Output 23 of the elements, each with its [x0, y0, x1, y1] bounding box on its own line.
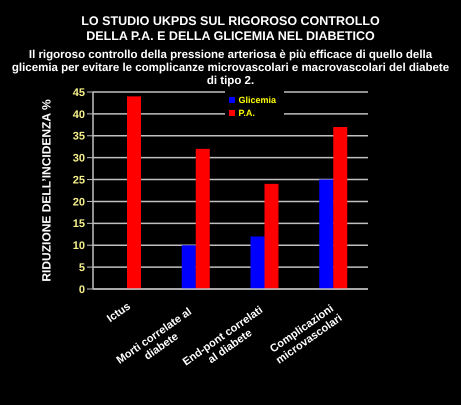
bar	[250, 236, 264, 289]
bar	[196, 148, 210, 289]
y-tick-label: 25	[72, 174, 85, 186]
bar	[127, 96, 141, 289]
y-tick-label: 0	[78, 284, 85, 296]
x-tick-label: Ictus	[105, 300, 133, 326]
bar	[182, 245, 196, 289]
y-tick-label: 35	[72, 130, 85, 143]
y-tick-label: 10	[72, 240, 85, 252]
y-axis-title: RIDUZIONE DELL’INCIDENZA %	[39, 99, 54, 282]
y-tick-label: 45	[72, 86, 85, 99]
bar	[319, 180, 334, 289]
y-tick-label: 40	[72, 108, 85, 121]
y-tick-label: 20	[72, 196, 85, 208]
bar	[264, 184, 278, 289]
legend-label: P.A.	[238, 108, 255, 118]
chart-subtitle: Il rigoroso controllo della pressione arteriosa è più efficace di quello della glicemia per evitare le complicanze microvascolari e macrovascolari del diabete di tipo 2.	[10, 49, 450, 88]
y-tick-label: 5	[78, 262, 85, 274]
y-tick-label: 15	[72, 218, 85, 230]
chart-title: LO STUDIO UKPDS SUL RIGOROSO CONTROLLO DELLA P.A. E DELLA GLICEMIA NEL DIABETICO	[80, 14, 381, 44]
legend-label: Glicemia	[238, 94, 276, 104]
bar	[333, 127, 348, 289]
y-tick-label: 30	[72, 152, 85, 165]
